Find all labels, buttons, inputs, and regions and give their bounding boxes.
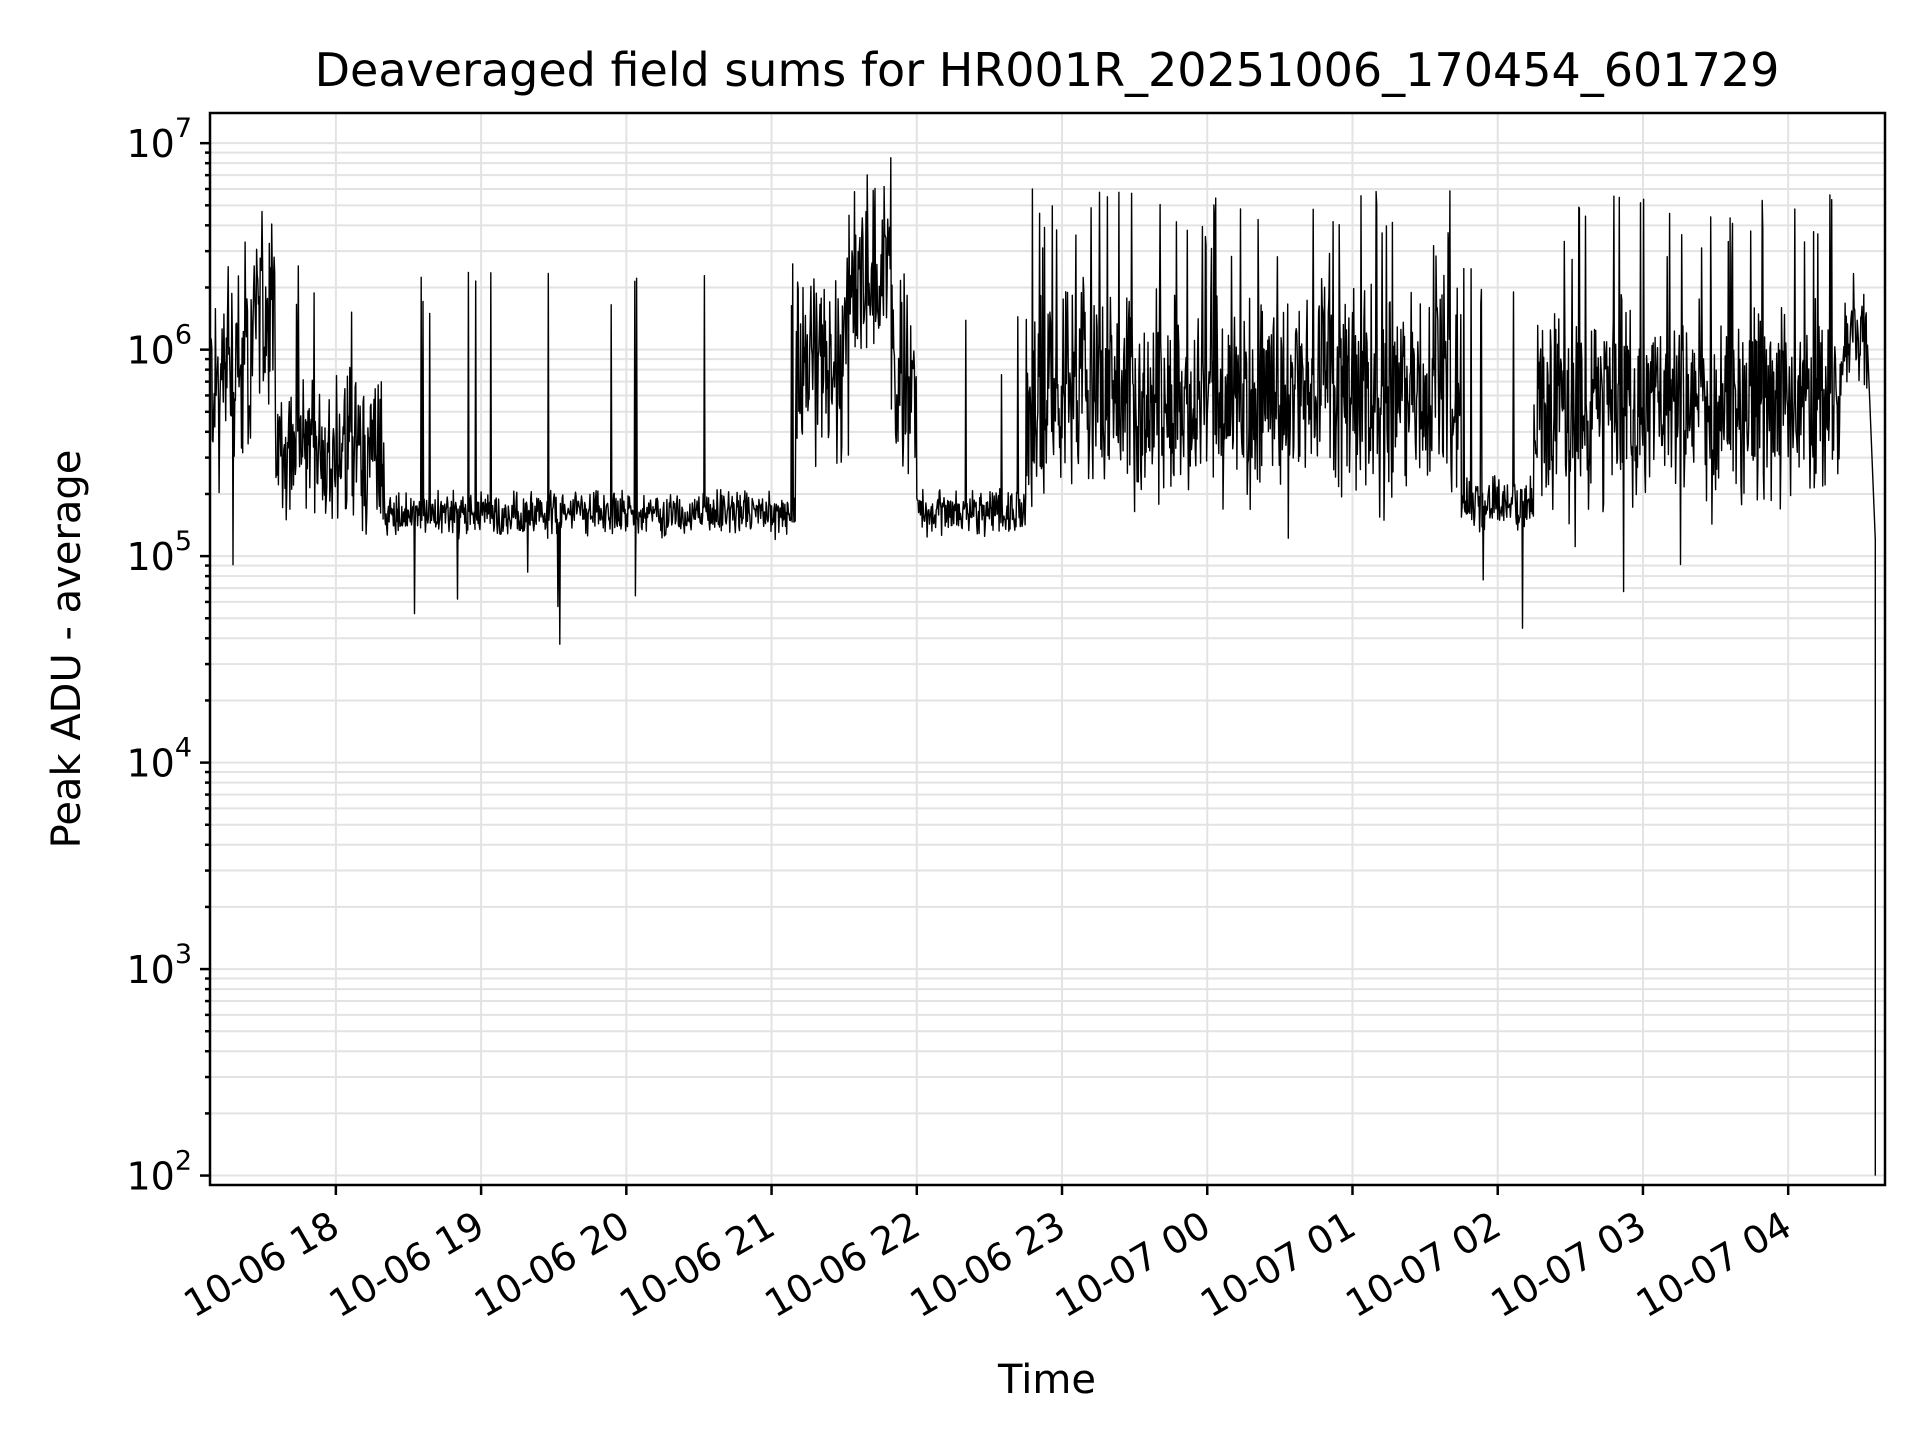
grid [210,113,1885,1186]
y-tick-label: 105 [126,526,192,579]
x-tick-label: 10-06 21 [612,1203,782,1327]
x-tick-label: 10-07 02 [1338,1203,1508,1327]
y-tick-label: 104 [126,733,192,786]
y-axis-label: Peak ADU - average [44,450,90,849]
x-tick-label: 10-06 18 [176,1203,346,1327]
y-tick-label: 107 [126,113,192,166]
x-axis-label: Time [997,1357,1096,1403]
chart-title: Deaveraged field sums for HR001R_2025100… [315,43,1780,97]
x-tick-label: 10-06 20 [467,1203,637,1327]
x-tick-label: 10-06 23 [903,1203,1073,1327]
x-tick-label: 10-07 01 [1193,1203,1363,1327]
y-tick-label: 102 [126,1146,192,1199]
series-line [209,157,1876,1176]
y-axis: 102 103 104 105 106 107 [126,113,210,1199]
y-tick-label: 106 [126,320,192,373]
x-tick-label: 10-07 03 [1483,1203,1653,1327]
x-tick-label: 10-07 00 [1048,1203,1218,1327]
x-tick-label: 10-06 22 [757,1203,927,1327]
y-tick-label: 103 [126,939,192,992]
x-tick-label: 10-06 19 [322,1203,492,1327]
x-tick-label: 10-07 04 [1629,1203,1799,1327]
plot-frame [208,111,1887,1187]
